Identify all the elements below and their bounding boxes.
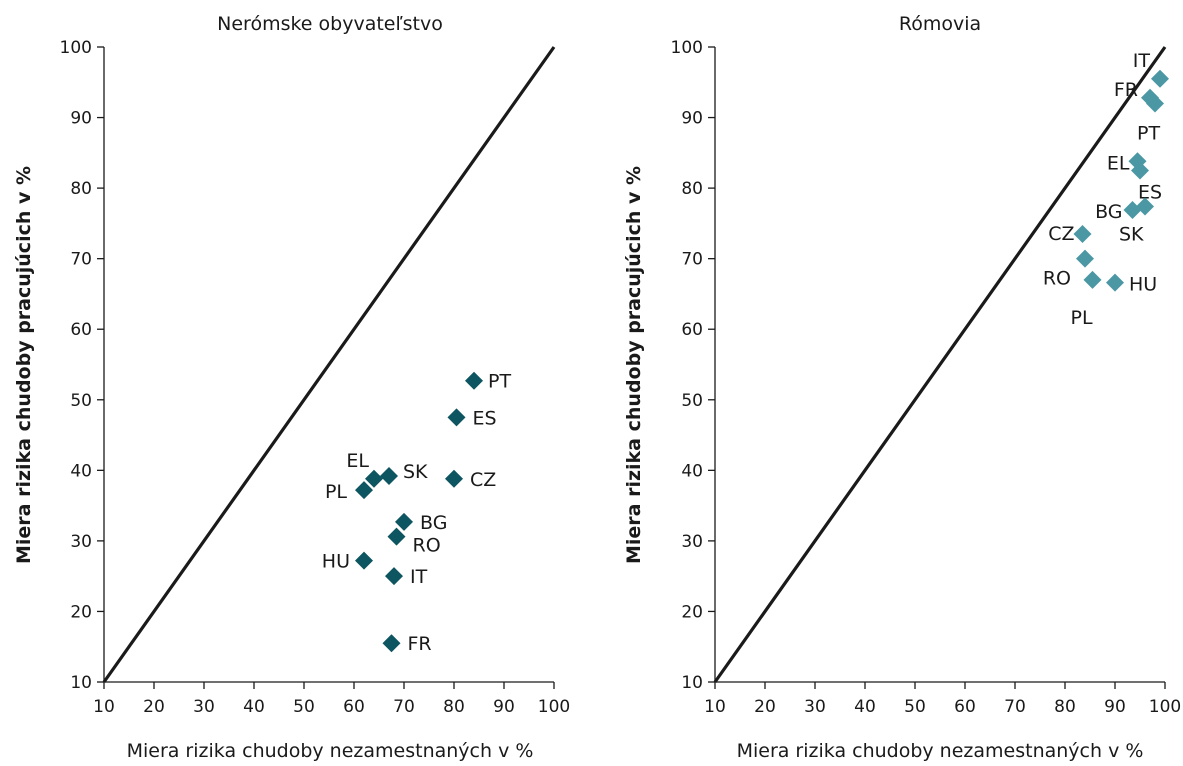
data-label-sk: SK bbox=[403, 461, 428, 483]
x-tick-label: 20 bbox=[754, 697, 776, 717]
y-tick-label: 20 bbox=[681, 602, 703, 622]
data-point-pt bbox=[1146, 94, 1164, 113]
y-tick-label: 40 bbox=[681, 461, 703, 481]
y-tick-label: 80 bbox=[681, 179, 703, 199]
data-point-ro bbox=[387, 527, 406, 546]
data-label-pl: PL bbox=[1071, 307, 1093, 329]
y-tick-label: 20 bbox=[70, 602, 92, 622]
x-tick-label: 30 bbox=[193, 697, 215, 717]
x-tick-label: 10 bbox=[704, 697, 726, 717]
data-label-it: IT bbox=[410, 566, 428, 588]
data-label-pt: PT bbox=[488, 371, 511, 393]
data-point-sk bbox=[380, 466, 398, 485]
chart-title: Rómovia bbox=[899, 13, 981, 35]
x-tick-label: 50 bbox=[904, 697, 926, 717]
data-label-ro: RO bbox=[413, 535, 441, 557]
data-point-it bbox=[385, 567, 403, 586]
data-point-fr bbox=[382, 634, 401, 653]
x-tick-label: 40 bbox=[854, 697, 876, 717]
data-point-es bbox=[447, 408, 466, 427]
x-tick-label: 90 bbox=[493, 697, 515, 717]
data-label-bg: BG bbox=[1095, 201, 1122, 223]
panel-roma: Rómovia Miera rizika chudoby pracujúcich… bbox=[623, 13, 1181, 762]
y-tick-label: 30 bbox=[681, 532, 703, 552]
data-label-hu: HU bbox=[1129, 274, 1157, 296]
data-label-es: ES bbox=[1138, 181, 1162, 203]
data-label-fr: FR bbox=[1114, 79, 1138, 101]
data-label-it: IT bbox=[1133, 50, 1151, 72]
y-axis-label: Miera rizika chudoby pracujúcich v % bbox=[623, 166, 645, 564]
data-label-el: EL bbox=[1107, 152, 1130, 174]
x-tick-label: 80 bbox=[1054, 697, 1076, 717]
x-tick-label: 90 bbox=[1104, 697, 1126, 717]
axes: 10 20 30 40 50 60 70 80 90 100 10 20 30 40 50 60 70 80 90 1… bbox=[60, 38, 571, 717]
y-tick-label: 90 bbox=[681, 109, 703, 129]
x-tick-label: 70 bbox=[1004, 697, 1026, 717]
x-tick-label: 50 bbox=[293, 697, 315, 717]
data-point-pl bbox=[355, 481, 373, 500]
panel-non-roma: Nerómske obyvateľstvo Miera rizika chudo… bbox=[13, 13, 570, 762]
x-tick-label: 80 bbox=[443, 697, 465, 717]
data-point-el bbox=[365, 469, 383, 488]
y-tick-label: 60 bbox=[70, 320, 92, 340]
y-tick-label: 10 bbox=[70, 673, 92, 693]
y-tick-label: 60 bbox=[681, 320, 703, 340]
axes: 10 20 30 40 50 60 70 80 90 100 10 20 30 40 50 60 70 80 90 1… bbox=[671, 38, 1182, 717]
x-tick-label: 30 bbox=[804, 697, 826, 717]
x-axis-label: Miera rizika chudoby nezamestnaných v % bbox=[127, 740, 534, 762]
y-tick-label: 40 bbox=[70, 461, 92, 481]
y-tick-label: 90 bbox=[70, 109, 92, 129]
y-tick-label: 50 bbox=[681, 391, 703, 411]
data-label-pl: PL bbox=[325, 481, 347, 503]
data-point-ro bbox=[1076, 249, 1094, 268]
y-tick-label: 100 bbox=[60, 38, 92, 58]
x-tick-label: 100 bbox=[538, 697, 570, 717]
data-label-hu: HU bbox=[322, 551, 350, 573]
data-point-pt bbox=[465, 371, 483, 390]
data-label-es: ES bbox=[473, 407, 497, 429]
x-tick-label: 20 bbox=[143, 697, 165, 717]
data-point-pl bbox=[1083, 270, 1102, 289]
diagonal-line bbox=[713, 46, 1167, 683]
data-point-bg bbox=[395, 512, 413, 531]
data-point-hu bbox=[1106, 273, 1124, 292]
x-tick-label: 10 bbox=[93, 697, 115, 717]
x-tick-label: 60 bbox=[343, 697, 365, 717]
x-tick-label: 40 bbox=[243, 697, 265, 717]
data-label-cz: CZ bbox=[1048, 223, 1074, 245]
data-label-cz: CZ bbox=[470, 469, 496, 491]
data-point-cz bbox=[1073, 224, 1092, 243]
data-label-pt: PT bbox=[1137, 122, 1160, 144]
y-tick-label: 80 bbox=[70, 179, 92, 199]
data-label-bg: BG bbox=[420, 512, 447, 534]
data-point-cz bbox=[445, 469, 463, 488]
y-tick-label: 70 bbox=[70, 250, 92, 270]
data-point-hu bbox=[355, 551, 373, 570]
y-tick-label: 30 bbox=[70, 532, 92, 552]
data-label-sk: SK bbox=[1119, 223, 1144, 245]
x-axis-label: Miera rizika chudoby nezamestnaných v % bbox=[737, 740, 1144, 762]
x-tick-label: 100 bbox=[1149, 697, 1181, 717]
x-tick-label: 70 bbox=[393, 697, 415, 717]
x-tick-label: 60 bbox=[954, 697, 976, 717]
y-tick-label: 10 bbox=[681, 673, 703, 693]
data-label-fr: FR bbox=[408, 633, 432, 655]
y-tick-label: 50 bbox=[70, 391, 92, 411]
chart-title: Nerómske obyvateľstvo bbox=[217, 13, 443, 35]
y-axis-label: Miera rizika chudoby pracujúcich v % bbox=[13, 166, 35, 564]
diagonal-line bbox=[102, 46, 556, 683]
y-tick-label: 100 bbox=[671, 38, 703, 58]
data-label-el: EL bbox=[346, 450, 369, 472]
data-label-ro: RO bbox=[1043, 268, 1071, 290]
data-point-it bbox=[1151, 69, 1169, 88]
y-tick-label: 70 bbox=[681, 250, 703, 270]
data-point-es bbox=[1131, 161, 1149, 180]
data-point-sk bbox=[1136, 197, 1154, 216]
